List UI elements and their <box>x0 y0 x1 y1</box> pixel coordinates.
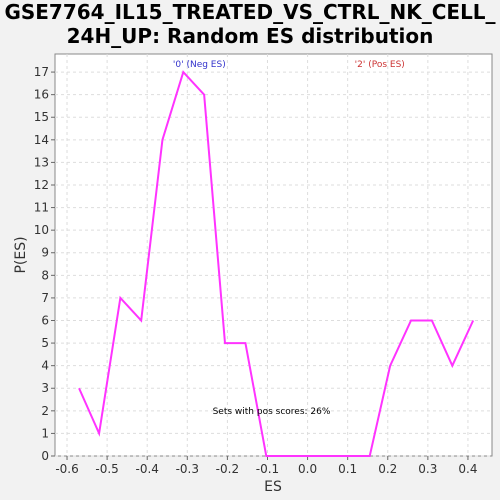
y-tick-label: 17 <box>34 65 49 79</box>
x-tick-label: 0.1 <box>338 462 357 476</box>
annotations: '0' (Neg ES) '2' (Pos ES) Sets with pos sc… <box>173 60 405 417</box>
x-tick-label: 0.0 <box>298 462 317 476</box>
y-tick-label: 6 <box>41 313 49 327</box>
chart-title-line-1: GSE7764_IL15_TREATED_VS_CTRL_NK_CELL_ <box>4 0 496 24</box>
x-tick-label: -0.6 <box>55 462 78 476</box>
x-tick-label: -0.5 <box>95 462 118 476</box>
plot-area <box>54 53 493 457</box>
x-tick-label: -0.3 <box>176 462 199 476</box>
x-tick-label: -0.4 <box>136 462 159 476</box>
series-group <box>78 70 475 457</box>
y-tick-label: 8 <box>41 268 49 282</box>
y-tick-label: 10 <box>34 223 49 237</box>
x-tick-label: -0.2 <box>216 462 239 476</box>
y-tick-label: 11 <box>34 201 49 215</box>
chart-title-line-2: 24H_UP: Random ES distribution <box>66 24 434 48</box>
y-tick-label: 7 <box>41 291 49 305</box>
y-tick-label: 14 <box>34 133 49 147</box>
y-tick-label: 5 <box>41 336 49 350</box>
grid-lines <box>55 54 492 457</box>
y-tick-label: 16 <box>34 88 49 102</box>
y-tick-label: 0 <box>41 449 49 463</box>
y-tick-label: 9 <box>41 246 49 260</box>
pos-scores-label: Sets with pos scores: 26% <box>213 407 331 417</box>
y-tick-label: 3 <box>41 381 49 395</box>
x-tick-label: 0.3 <box>418 462 437 476</box>
y-tick-label: 4 <box>41 359 49 373</box>
y-axis-label: P(ES) <box>13 236 29 273</box>
x-tick-label: 0.2 <box>378 462 397 476</box>
x-tick-label: -0.1 <box>256 462 279 476</box>
y-tick-label: 12 <box>34 178 49 192</box>
pos-es-label: '2' (Pos ES) <box>355 60 405 70</box>
chart-title: GSE7764_IL15_TREATED_VS_CTRL_NK_CELL_ 24… <box>0 0 500 48</box>
x-axis-label: ES <box>264 479 282 495</box>
es-distribution-line <box>78 70 475 457</box>
y-tick-label: 2 <box>41 404 49 418</box>
neg-es-label: '0' (Neg ES) <box>173 60 226 70</box>
y-tick-label: 1 <box>41 426 49 440</box>
y-tick-label: 13 <box>34 155 49 169</box>
y-tick-label: 15 <box>34 110 49 124</box>
x-tick-label: 0.4 <box>458 462 477 476</box>
